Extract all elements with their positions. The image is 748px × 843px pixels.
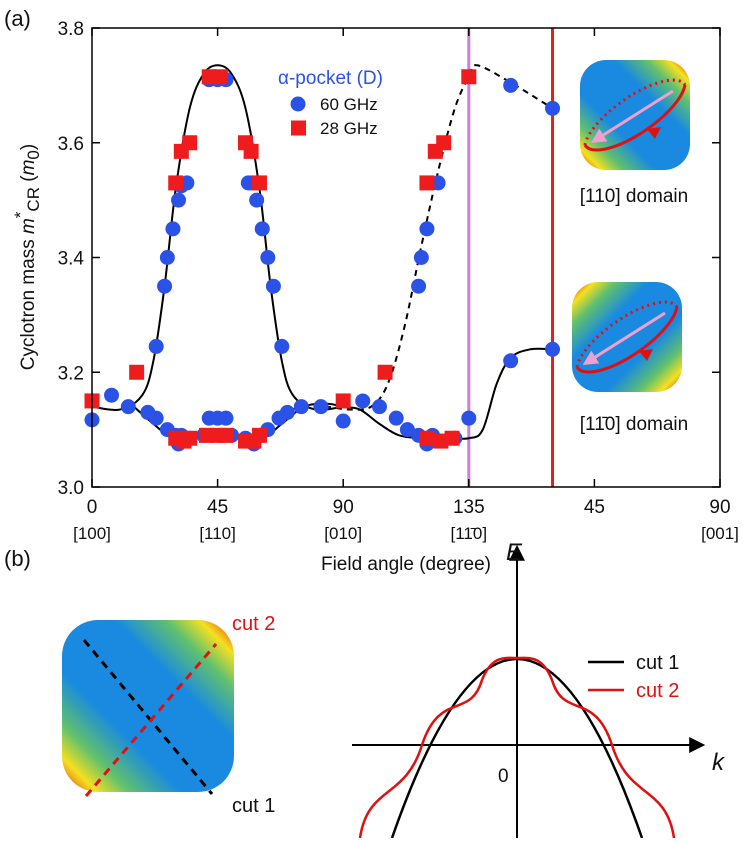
legend-marker [291,120,306,136]
point [355,393,371,409]
y-axis-label: Cyclotron mass m*CR (m0) [11,144,43,370]
point [503,353,519,369]
point [218,427,234,443]
point [419,175,435,191]
direction-label: [11̄0] [451,524,488,543]
cut-line [82,639,214,795]
y-tick-label: 3.8 [58,19,84,40]
point [461,410,477,426]
legend-title: α-pocket (D) [278,68,383,89]
point [148,338,164,354]
point [388,410,404,426]
point [371,399,387,415]
axis-label: E [506,539,523,566]
point [182,430,198,446]
x-tick-label: 135 [453,497,485,518]
direction-label: [110] [199,524,236,543]
point [377,364,393,380]
point [120,399,136,415]
fit-curve [91,64,344,411]
point [444,430,460,446]
point [436,135,452,151]
x-tick-label: 45 [207,497,228,518]
cut-line [84,643,218,797]
point [148,410,164,426]
point [419,430,435,446]
point [168,175,184,191]
y-tick-label: 3.2 [58,363,84,384]
point [274,338,290,354]
y-tick-label: 3.6 [58,134,84,155]
point [182,135,198,151]
legend-label: 60 GHz [320,95,378,114]
point [129,364,145,380]
point [545,341,561,357]
point [251,427,267,443]
y-tick-label: 3.0 [58,478,84,499]
legend-label: cut 2 [636,680,679,702]
fit-curve [281,64,554,414]
point [171,192,187,208]
point [419,221,435,237]
plot: 3.0 3.2 3.4 3.6 3.8 0 45 90 135 45 90 [100] [110] [01… [58,19,739,543]
point [260,250,276,265]
point [461,69,477,85]
point [545,100,561,116]
origin-label: 0 [498,766,509,787]
point [411,278,427,294]
point [279,404,295,420]
direction-label: [100] [73,524,111,543]
point [157,278,173,294]
point [399,422,415,438]
point [243,143,259,159]
direction-label: [010] [324,524,362,543]
direction-label: [001] [701,524,739,543]
y-tick-label: 3.4 [58,249,85,270]
legend-label: cut 1 [636,652,679,674]
point [249,192,265,208]
point [265,278,281,294]
point [335,393,351,409]
x-tick-label: 90 [709,497,730,518]
point [218,410,234,426]
point [212,69,228,85]
legend-marker [290,96,306,112]
point [335,413,351,429]
band-curve [358,656,676,839]
domain-label: [110] domain [580,186,688,207]
point [104,387,120,403]
point [254,221,270,237]
point [293,399,309,415]
point [159,250,175,265]
axis-label: k [712,749,726,776]
legend-label: 28 GHz [320,119,378,138]
panel-label: (a) [4,6,31,31]
x-tick-label: 90 [333,497,354,518]
domain-label: [11̄0] domain [580,414,688,435]
cut-label: cut 1 [232,795,275,817]
point [313,399,329,415]
cut-label: cut 2 [232,613,275,635]
panel-label: (b) [4,546,31,571]
point [503,77,519,93]
x-tick-label: 0 [87,497,98,518]
point [413,250,429,265]
point [165,221,181,237]
point [251,175,267,191]
x-axis-label: Field angle (degree) [321,554,491,575]
x-tick-label: 45 [584,497,605,518]
band-curve [390,658,644,839]
